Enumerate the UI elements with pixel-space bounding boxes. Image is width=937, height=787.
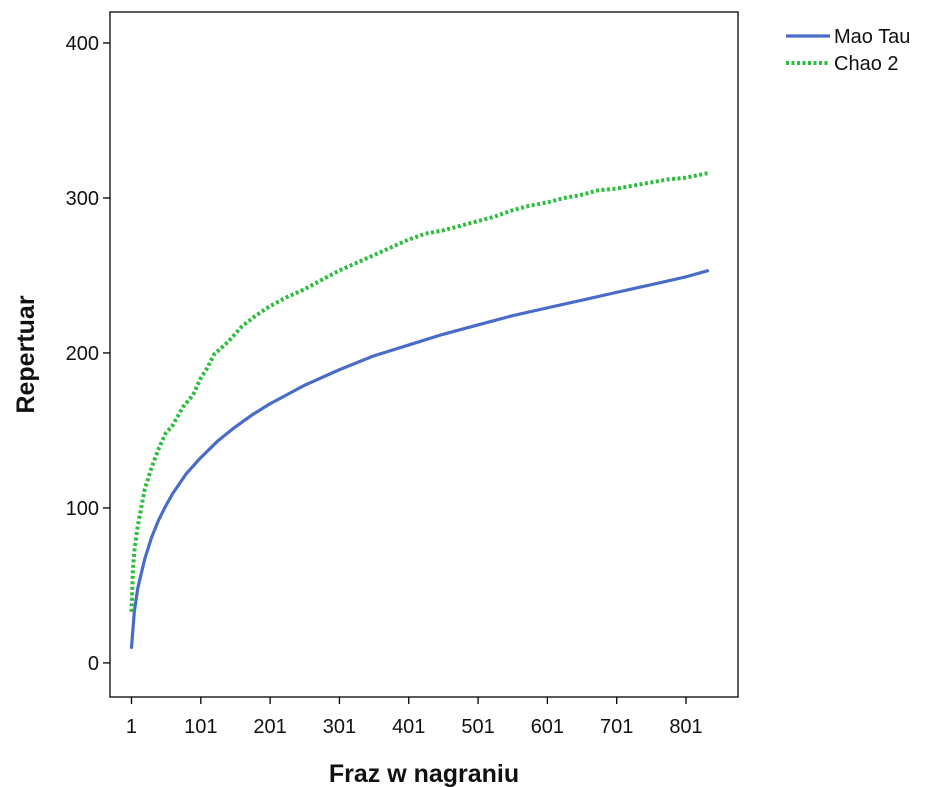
y-tick-label: 200 — [66, 343, 99, 365]
x-tick-label: 501 — [461, 716, 494, 738]
x-tick-label: 201 — [253, 716, 286, 738]
x-tick-label: 801 — [669, 716, 702, 738]
series-line-mao-tau — [129, 269, 710, 650]
y-tick-label: 0 — [88, 653, 99, 675]
x-tick-label: 601 — [531, 716, 564, 738]
x-tick-label: 301 — [323, 716, 356, 738]
series-layer — [129, 171, 710, 650]
x-axis-title: Fraz w nagraniu — [329, 760, 519, 787]
plot-area-frame — [109, 11, 739, 698]
y-axis-ticks: 0 100 200 300 400 — [66, 33, 110, 675]
legend-label: Chao 2 — [834, 53, 899, 75]
x-tick-label: 1 — [126, 716, 137, 738]
y-tick-label: 300 — [66, 188, 99, 210]
x-tick-label: 401 — [392, 716, 425, 738]
series-line-chao-2 — [129, 171, 708, 612]
x-axis-ticks: 1 101 201 301 401 501 601 701 801 — [126, 697, 703, 738]
x-tick-label: 701 — [600, 716, 633, 738]
y-axis-title: Repertuar — [12, 295, 40, 413]
y-tick-label: 100 — [66, 498, 99, 520]
y-tick-label: 400 — [66, 33, 99, 55]
x-tick-label: 101 — [184, 716, 217, 738]
legend: Mao Tau Chao 2 — [786, 26, 910, 75]
legend-label: Mao Tau — [834, 26, 910, 48]
